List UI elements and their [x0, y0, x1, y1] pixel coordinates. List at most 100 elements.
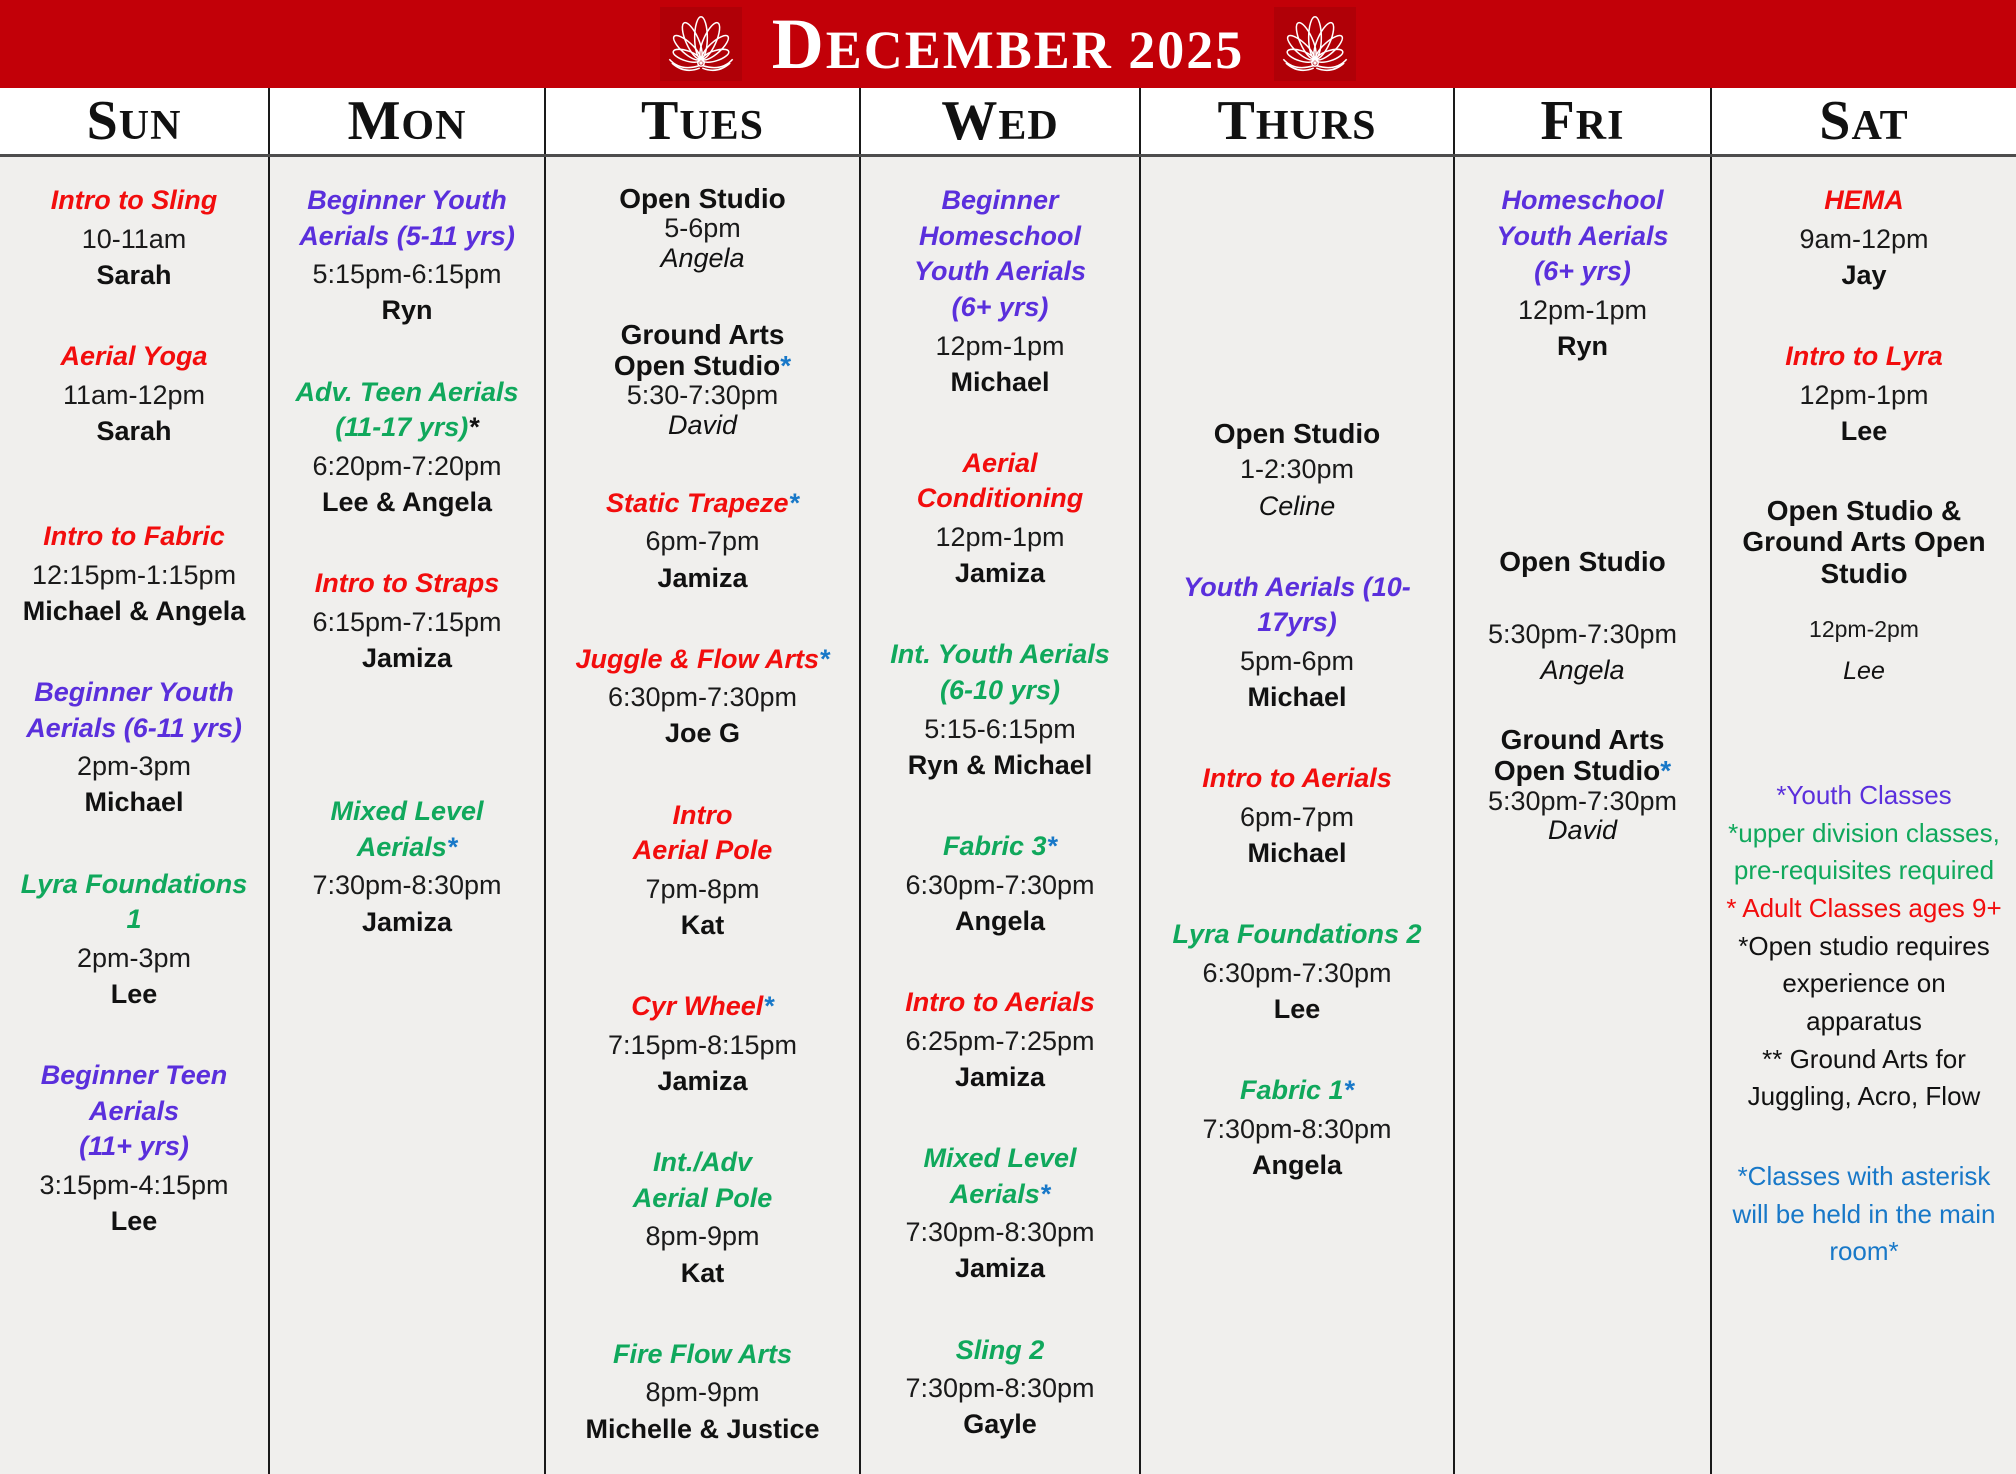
day-column-wed: Beginner Homeschool Youth Aerials (6+ yr… [859, 157, 1139, 1474]
day-header-tues: Tues [544, 88, 859, 154]
class-title-text: Open Studio [619, 183, 786, 214]
class-title-text: Intro to Sling [50, 185, 218, 215]
class-item: Mixed Level Aerials* 7:30pm-8:30pm Jamiza [861, 1141, 1139, 1287]
class-title-text: Int. Youth Aerials (6-10 yrs) [890, 639, 1110, 706]
class-instructor: Lee [110, 978, 158, 1009]
class-title-text: Adv. Teen Aerials (11-17 yrs) [295, 376, 519, 443]
day-column-tues: Open Studio 5-6pm Angela Ground Arts Open S… [544, 157, 859, 1474]
class-title: Lyra Foundations 2 [1147, 917, 1447, 953]
asterisk-marker: * [780, 350, 792, 382]
class-title: Static Trapeze* [552, 486, 853, 522]
class-title: Beginner Homeschool Youth Aerials (6+ yr… [867, 183, 1133, 326]
class-time: 6pm-7pm [1239, 801, 1355, 832]
class-title: Sling 2 [867, 1333, 1133, 1369]
class-time: 6:30pm-7:30pm [905, 869, 1095, 900]
class-instructor: Michael [950, 366, 1050, 397]
class-time: 8pm-9pm [645, 1221, 760, 1252]
note-line: *Classes with asterisk will be held in t… [1732, 1161, 1996, 1267]
class-item: Adv. Teen Aerials (11-17 yrs)* 6:20pm-7:2… [270, 375, 544, 521]
class-title-text: Static Trapeze [605, 487, 789, 518]
class-title: Int. Youth Aerials (6-10 yrs) [867, 637, 1133, 708]
class-item: Juggle & Flow Arts* 6:30pm-7:30pm Joe G [546, 642, 859, 752]
class-title-text: Ground Arts Open Studio [1493, 723, 1665, 787]
class-item: Open Studio 1-2:30pm Celine [1141, 418, 1453, 524]
class-item: Aerial Conditioning 12pm-1pm Jamiza [861, 446, 1139, 592]
class-instructor: Angela [1251, 1150, 1343, 1181]
day-header-label: Thurs [1217, 90, 1377, 152]
class-item: Intro to Lyra 12pm-1pm Lee [1712, 339, 2016, 449]
class-item: Intro to Aerials 6:25pm-7:25pm Jamiza [861, 985, 1139, 1095]
class-instructor: Angela [1540, 654, 1625, 685]
class-time: 2pm-3pm [76, 942, 192, 973]
class-item: Aerial Yoga 11am-12pm Sarah [0, 339, 268, 449]
class-time: 5:30-7:30pm [626, 380, 779, 411]
class-title: Ground Arts Open Studio* [1461, 724, 1704, 787]
day-header-sat: Sat [1710, 88, 2016, 154]
class-title: Intro to Lyra [1718, 339, 2010, 375]
class-title: Juggle & Flow Arts* [552, 642, 853, 678]
lotus-icon-left [659, 7, 742, 81]
class-title: Intro to Straps [276, 566, 538, 602]
notes: *Youth Classes *upper division classes, p… [1712, 777, 2016, 1271]
class-title: Intro to Aerials [1147, 761, 1447, 797]
class-instructor: Lee [1843, 656, 1885, 685]
class-item: Open Studio 5:30pm-7:30pm Angela [1455, 546, 1710, 688]
class-instructor: Ryn [1556, 331, 1608, 362]
class-title-text: Lyra Foundations 1 [20, 868, 248, 935]
class-title: Mixed Level Aerials* [867, 1141, 1133, 1212]
class-item: Fire Flow Arts 8pm-9pm Michelle & Justice [546, 1337, 859, 1447]
asterisk-marker: * [468, 412, 479, 443]
class-item: Intro to Straps 6:15pm-7:15pm Jamiza [270, 566, 544, 676]
class-title: Lyra Foundations 1 [6, 867, 262, 938]
class-instructor: Jamiza [657, 562, 748, 593]
class-list: Intro to Sling 10-11am Sarah Aerial Yoga 11a… [0, 157, 268, 1239]
class-item: Sling 2 7:30pm-8:30pm Gayle [861, 1333, 1139, 1443]
class-instructor: Angela [660, 242, 745, 273]
class-title: Intro to Sling [6, 183, 262, 219]
class-item: Cyr Wheel* 7:15pm-8:15pm Jamiza [546, 989, 859, 1099]
day-column-thurs: Open Studio 1-2:30pm Celine Youth Aerials (… [1139, 157, 1453, 1474]
class-time: 7:30pm-8:30pm [905, 1217, 1095, 1248]
class-title: Beginner Youth Aerials (5-11 yrs) [276, 183, 538, 254]
class-title: Open Studio [1147, 418, 1447, 449]
class-item: Homeschool Youth Aerials (6+ yrs) 12pm-1p… [1455, 183, 1710, 364]
class-instructor: Ryn [381, 295, 433, 326]
class-item: Beginner Youth Aerials (6-11 yrs) 2pm-3pm… [0, 675, 268, 821]
calendar-grid: Intro to Sling 10-11am Sarah Aerial Yoga 11a… [0, 157, 2016, 1474]
class-time: 6:30pm-7:30pm [1202, 957, 1392, 988]
class-title-text: Cyr Wheel [631, 991, 764, 1022]
class-title: Adv. Teen Aerials (11-17 yrs)* [276, 375, 538, 446]
day-column-sat: HEMA 9am-12pm Jay Intro to Lyra 12pm-1pm Lee O… [1710, 157, 2016, 1474]
month-title: December 2025 [771, 4, 1245, 84]
class-title-text: Aerial Yoga [60, 340, 208, 371]
class-item: Intro to Aerials 6pm-7pm Michael [1141, 761, 1453, 871]
class-item: Open Studio & Ground Arts Open Studio 12p… [1712, 495, 2016, 685]
class-time: 12:15pm-1:15pm [31, 559, 237, 590]
class-title: HEMA [1718, 183, 2010, 219]
class-title-text: Beginner Homeschool Youth Aerials (6+ yr… [913, 185, 1087, 322]
class-instructor: Jamiza [361, 906, 453, 937]
class-title-text: Aerial Conditioning [916, 447, 1084, 514]
class-instructor: Jamiza [954, 1061, 1046, 1092]
class-time: 6:30pm-7:30pm [607, 682, 798, 713]
class-title: Youth Aerials (10- 17yrs) [1147, 570, 1447, 641]
class-title-text: Fire Flow Arts [612, 1338, 793, 1369]
class-title-text: Mixed Level Aerials [923, 1142, 1077, 1209]
class-instructor: Jay [1841, 259, 1887, 290]
class-title-text: Homeschool Youth Aerials (6+ yrs) [1496, 185, 1669, 287]
class-title: Intro to Fabric [6, 519, 262, 555]
class-time: 7:30pm-8:30pm [1202, 1113, 1392, 1144]
class-title: Beginner Youth Aerials (6-11 yrs) [6, 675, 262, 746]
class-title: Open Studio & Ground Arts Open Studio [1718, 495, 2010, 589]
class-title-text: Intro to Fabric [43, 520, 225, 551]
class-title: Fabric 1* [1147, 1073, 1447, 1109]
class-time: 6:25pm-7:25pm [905, 1025, 1095, 1056]
class-time: 6pm-7pm [645, 526, 760, 557]
class-time: 5:30pm-7:30pm [1487, 785, 1678, 816]
class-time: 12pm-1pm [1517, 294, 1648, 325]
class-instructor: Celine [1258, 490, 1336, 521]
class-time: 6:15pm-7:15pm [312, 606, 502, 637]
class-instructor: Lee [1840, 415, 1888, 446]
class-title-text: Intro to Lyra [1785, 340, 1943, 371]
